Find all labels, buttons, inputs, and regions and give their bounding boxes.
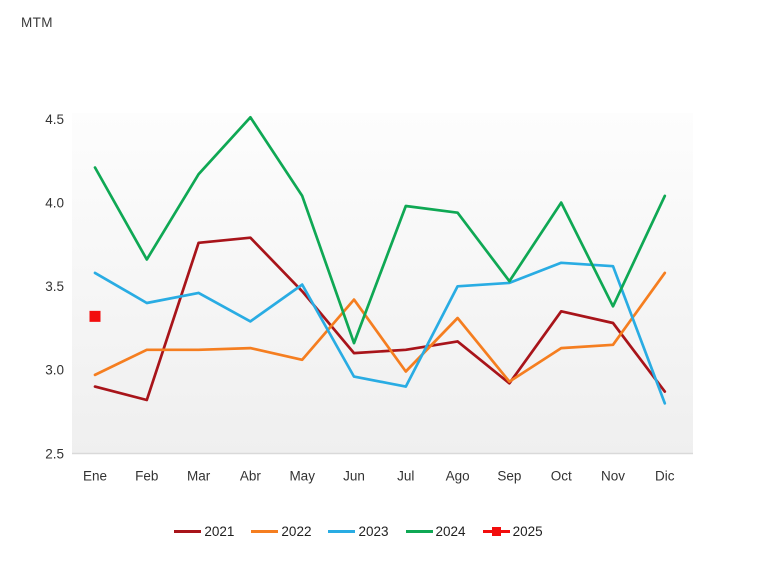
line-swatch-icon bbox=[328, 530, 356, 533]
line-chart: 2.5 3.0 3.5 4.0 4.5 Ene Feb Mar Abr May Jun Jul Ago S… bbox=[45, 112, 693, 484]
line-swatch-icon bbox=[174, 530, 202, 533]
legend-item-2022: 2022 bbox=[251, 524, 311, 539]
legend-label: 2023 bbox=[358, 524, 389, 539]
legend-label: 2022 bbox=[281, 524, 312, 539]
legend: 2021 2022 2023 2024 2025 bbox=[0, 524, 737, 539]
legend-label: 2025 bbox=[512, 524, 543, 539]
svg-text:May: May bbox=[289, 469, 315, 484]
legend-item-2021: 2021 bbox=[174, 524, 234, 539]
svg-text:4.0: 4.0 bbox=[45, 195, 64, 210]
line-swatch-icon bbox=[405, 530, 433, 533]
legend-item-2024: 2024 bbox=[405, 524, 466, 539]
legend-label: 2024 bbox=[435, 524, 466, 539]
legend-item-2023: 2023 bbox=[328, 524, 389, 539]
svg-text:Dic: Dic bbox=[655, 469, 675, 484]
svg-text:3.0: 3.0 bbox=[45, 363, 64, 378]
svg-text:Jun: Jun bbox=[343, 469, 365, 484]
line-swatch-icon bbox=[251, 530, 279, 533]
plot-svg: 2.5 3.0 3.5 4.0 4.5 Ene Feb Mar Abr May Jun Jul Ago S… bbox=[45, 112, 693, 484]
svg-text:4.5: 4.5 bbox=[45, 112, 64, 127]
legend-item-2025: 2025 bbox=[482, 524, 543, 539]
svg-text:Oct: Oct bbox=[551, 469, 572, 484]
svg-text:Nov: Nov bbox=[601, 469, 625, 484]
svg-text:Jul: Jul bbox=[397, 469, 414, 484]
square-marker-icon bbox=[491, 527, 501, 536]
chart-title: MTM bbox=[21, 15, 53, 30]
svg-text:Ene: Ene bbox=[83, 469, 107, 484]
line-swatch-icon bbox=[482, 527, 510, 536]
legend-label: 2021 bbox=[204, 524, 235, 539]
svg-text:3.5: 3.5 bbox=[45, 279, 64, 294]
svg-text:Feb: Feb bbox=[135, 469, 158, 484]
svg-text:Mar: Mar bbox=[187, 469, 211, 484]
svg-text:Sep: Sep bbox=[497, 469, 521, 484]
svg-text:Abr: Abr bbox=[240, 469, 262, 484]
svg-text:2.5: 2.5 bbox=[45, 446, 64, 461]
svg-text:Ago: Ago bbox=[446, 469, 470, 484]
